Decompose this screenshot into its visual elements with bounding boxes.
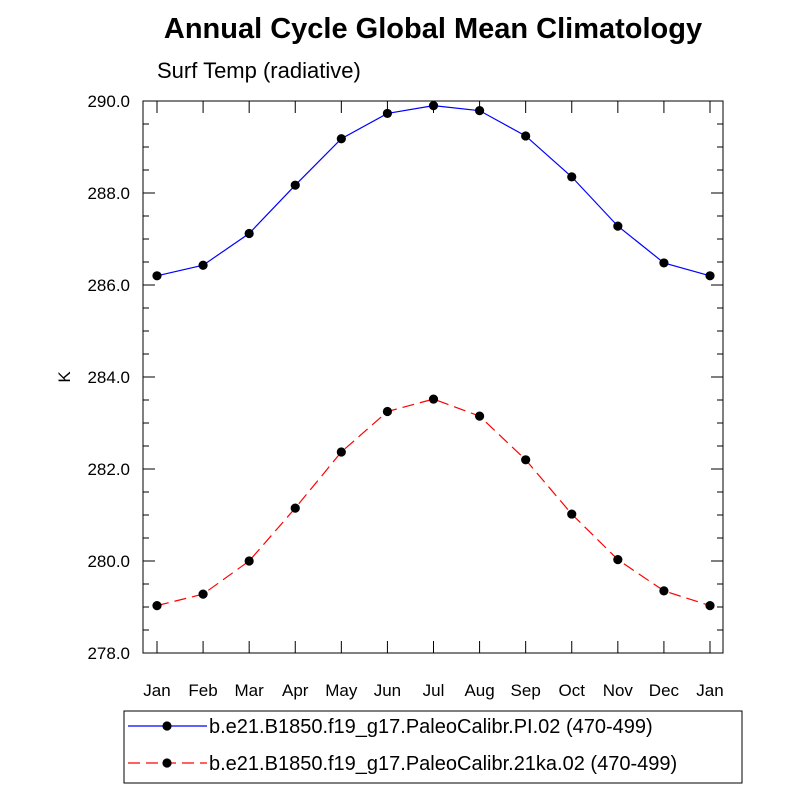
x-tick-label: Feb [188, 681, 217, 700]
data-point-series-2 [659, 586, 669, 596]
data-point-series-2 [198, 589, 208, 599]
data-point-series-1 [521, 131, 531, 141]
data-point-series-1 [659, 258, 669, 268]
data-point-series-1 [613, 221, 623, 231]
data-point-series-2 [290, 503, 300, 513]
data-point-series-2 [567, 509, 577, 519]
data-point-series-2 [521, 455, 531, 465]
x-tick-label: Apr [282, 681, 309, 700]
plot-frame [142, 100, 724, 654]
data-point-series-1 [198, 260, 208, 270]
y-tick-label: 288.0 [87, 184, 130, 203]
data-point-series-1 [382, 108, 393, 119]
data-point-series-1 [290, 180, 300, 190]
data-point-series-1 [244, 228, 254, 239]
ticks-layer: 278.0 280.0 282.0 284.0 286.0 288.0 290.0 Jan Fe… [87, 92, 723, 700]
data-point-series-2 [152, 601, 162, 611]
x-tick-label: Jun [374, 681, 401, 700]
data-point-series-1 [705, 271, 715, 281]
data-point-series-2 [705, 601, 715, 611]
y-tick-label: 280.0 [87, 552, 130, 571]
data-point-series-1 [474, 106, 485, 116]
y-tick-label: 278.0 [87, 644, 130, 663]
x-tick-label: Jul [423, 681, 445, 700]
data-point-series-1 [152, 271, 162, 281]
x-tick-label: Oct [559, 681, 586, 700]
data-point-series-2 [382, 406, 393, 417]
y-axis-label: K [55, 371, 74, 383]
y-tick-label: 290.0 [87, 92, 130, 111]
y-tick-label: 286.0 [87, 276, 130, 295]
y-tick-label: 282.0 [87, 460, 130, 479]
x-tick-label: Mar [235, 681, 265, 700]
data-point-series-1 [428, 101, 439, 111]
x-tick-label: Jan [696, 681, 723, 700]
series-line-1 [156, 104, 711, 277]
data-point-series-2 [474, 411, 485, 421]
data-point-series-1 [336, 134, 346, 144]
chart-title: Annual Cycle Global Mean Climatology [164, 13, 702, 45]
x-tick-label: May [325, 681, 358, 700]
x-tick-label: Sep [511, 681, 541, 700]
legend: b.e21.B1850.f19_g17.PaleoCalibr.PI.02 (4… [128, 716, 677, 775]
x-tick-label: Jan [143, 681, 170, 700]
data-point-series-1 [567, 172, 577, 182]
legend-marker-2 [162, 758, 172, 768]
x-tick-label: Aug [464, 681, 494, 700]
data-point-series-2 [613, 555, 623, 565]
legend-label-1: b.e21.B1850.f19_g17.PaleoCalibr.PI.02 (4… [209, 716, 653, 738]
legend-marker-1 [162, 721, 172, 731]
series-line-2 [156, 398, 711, 607]
chart-subtitle: Surf Temp (radiative) [157, 58, 361, 83]
legend-box [123, 710, 743, 784]
data-point-series-2 [428, 394, 439, 404]
series-layer [152, 101, 715, 611]
legend-label-2: b.e21.B1850.f19_g17.PaleoCalibr.21ka.02 … [209, 753, 677, 775]
x-tick-label: Nov [603, 681, 634, 700]
data-point-series-2 [244, 556, 254, 566]
x-tick-label: Dec [649, 681, 680, 700]
data-point-series-2 [336, 447, 346, 457]
y-tick-label: 284.0 [87, 368, 130, 387]
